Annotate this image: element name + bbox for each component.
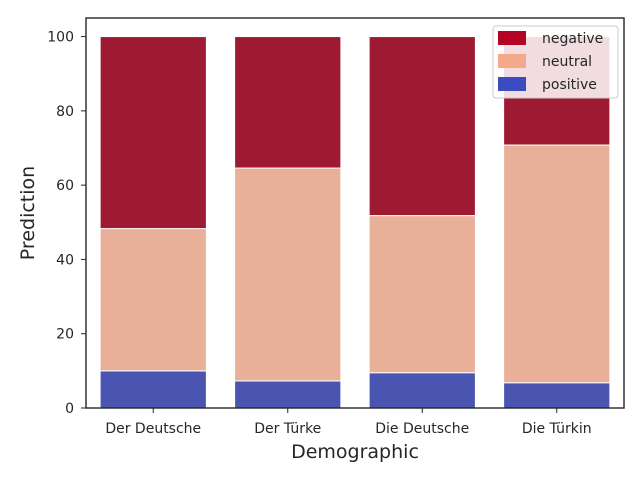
- bar-neutral-3: [503, 144, 611, 384]
- y-tick-label-5: 100: [47, 30, 74, 46]
- bar-negative-0: [99, 36, 207, 230]
- y-tick-label-4: 80: [56, 104, 74, 120]
- bar-positive-0: [99, 370, 207, 409]
- y-axis-title: Prediction: [17, 166, 39, 260]
- bar-positive-3: [503, 382, 611, 409]
- x-tick-label-1: Der Türke: [254, 421, 321, 437]
- axes-layer: 0 20 40 60 80 100 Der Deutsche Der Türke Die Deu…: [47, 17, 625, 437]
- legend: negative neutral positive: [492, 25, 619, 99]
- bar-neutral-0: [99, 228, 207, 372]
- legend-label-negative: negative: [542, 31, 603, 47]
- bar-positive-2: [368, 372, 476, 409]
- x-tick-label-0: Der Deutsche: [105, 421, 201, 437]
- plot-frame: [85, 17, 625, 409]
- bar-neutral-2: [368, 215, 476, 374]
- x-axis-title: Demographic: [291, 441, 419, 463]
- y-tick-label-0: 0: [65, 401, 74, 417]
- legend-swatch-negative: [498, 31, 526, 45]
- y-tick-label-1: 20: [56, 327, 74, 343]
- x-tick-label-2: Die Deutsche: [375, 421, 469, 437]
- y-tick-label-2: 40: [56, 252, 74, 268]
- legend-label-neutral: neutral: [542, 54, 592, 70]
- bars-layer: [99, 36, 611, 409]
- legend-swatch-neutral: [498, 54, 526, 68]
- bar-negative-2: [368, 36, 476, 217]
- legend-swatch-positive: [498, 77, 526, 91]
- y-tick-label-3: 60: [56, 178, 74, 194]
- bar-negative-1: [234, 36, 342, 169]
- bar-neutral-1: [234, 167, 342, 382]
- bar-positive-1: [234, 380, 342, 409]
- x-tick-label-3: Die Türkin: [522, 421, 592, 437]
- legend-label-positive: positive: [542, 77, 597, 93]
